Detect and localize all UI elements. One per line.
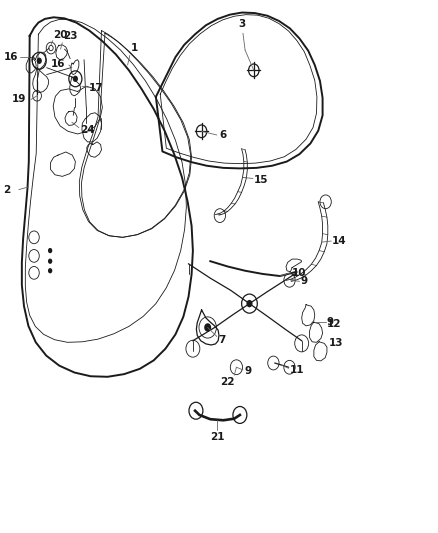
Circle shape [37, 58, 42, 64]
Text: 24: 24 [80, 125, 94, 135]
Text: 16: 16 [4, 52, 18, 62]
Text: 23: 23 [63, 30, 78, 41]
Text: 13: 13 [328, 338, 343, 349]
Text: 19: 19 [12, 94, 27, 104]
Text: 9: 9 [244, 367, 251, 376]
Text: 3: 3 [238, 19, 245, 29]
Text: 17: 17 [89, 83, 104, 93]
Circle shape [48, 248, 52, 253]
Text: 7: 7 [218, 335, 226, 345]
Text: 9: 9 [327, 317, 334, 327]
Circle shape [48, 268, 52, 273]
Text: 20: 20 [53, 29, 68, 39]
Text: 12: 12 [327, 319, 342, 329]
Text: 6: 6 [219, 130, 226, 140]
Text: 2: 2 [4, 184, 11, 195]
Text: 15: 15 [254, 174, 268, 184]
Text: 16: 16 [51, 59, 66, 69]
Circle shape [48, 259, 52, 264]
Text: 21: 21 [210, 432, 225, 442]
Circle shape [247, 300, 253, 308]
Text: 11: 11 [290, 365, 304, 375]
Text: 9: 9 [301, 276, 308, 286]
Text: 10: 10 [292, 268, 307, 278]
Text: 22: 22 [220, 377, 235, 387]
Circle shape [73, 76, 78, 82]
Circle shape [204, 323, 211, 332]
Text: 14: 14 [332, 236, 347, 246]
Text: 1: 1 [131, 43, 138, 53]
